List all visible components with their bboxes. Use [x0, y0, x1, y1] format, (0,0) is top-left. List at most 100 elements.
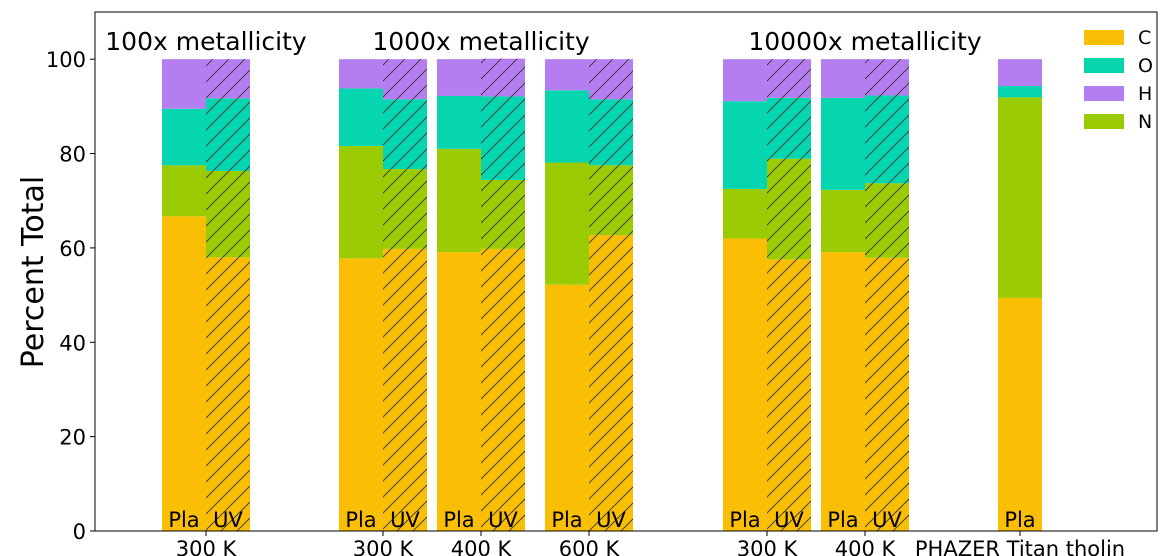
bar-segment-h: [723, 59, 767, 102]
bar-label: UV: [596, 508, 626, 532]
bar-hatch-h: [206, 59, 250, 99]
bar-hatch-c: [767, 259, 811, 531]
bar-label: Pla: [551, 508, 582, 532]
bar-hatch-n: [383, 169, 427, 249]
bar-hatch-h: [589, 59, 633, 100]
y-axis: 300 K 300 K 400 K 600 K 300 K 400 K PHAZER Tit…: [46, 48, 1125, 556]
bar-segment-c: [998, 297, 1042, 531]
legend-swatch-n: [1084, 114, 1124, 129]
bars-layer: [162, 58, 1042, 532]
bar-segment-o: [437, 95, 481, 149]
bar-label: UV: [213, 508, 243, 532]
legend-swatch-o: [1084, 58, 1124, 73]
bar-segment-c: [339, 258, 383, 531]
bar-segment-n: [437, 148, 481, 253]
bar-segment-c: [723, 238, 767, 532]
bar-hatch-h: [383, 59, 427, 100]
bar-segment-c: [821, 252, 865, 531]
bar-6-pla: [998, 59, 1042, 531]
bar-segment-o: [162, 108, 206, 166]
bar-hatch-c: [481, 248, 525, 531]
bar-0-uv: [206, 59, 250, 531]
bar-1-pla: [339, 59, 383, 531]
y-axis-label: Percent Total: [16, 176, 51, 368]
bar-hatch-n: [767, 158, 811, 260]
bar-3-uv: [589, 59, 633, 532]
bar-label: Pla: [1004, 508, 1035, 532]
x-tick-label: PHAZER Titan tholin: [915, 537, 1125, 556]
legend-label-c: C: [1138, 27, 1151, 49]
bar-4-uv: [767, 59, 811, 531]
bar-hatch-h: [481, 58, 525, 97]
bar-segment-c: [162, 216, 206, 531]
y-tick-label: 60: [59, 237, 86, 261]
bar-segment-h: [545, 59, 589, 91]
bar-hatch-n: [589, 165, 633, 236]
x-tick-label: 400 K: [451, 537, 513, 556]
x-tick-label: 400 K: [835, 537, 897, 556]
bar-hatch-o: [383, 99, 427, 170]
bar-segment-o: [821, 97, 865, 190]
bar-5-pla: [821, 59, 865, 531]
bar-segment-h: [162, 59, 206, 109]
labels-layer: Pla UV Pla UV Pla UV Pla UV Pla UV Pla UV Pla 100x me…: [105, 27, 1035, 532]
legend-label-o: O: [1138, 55, 1153, 77]
legend-swatch-h: [1084, 86, 1124, 101]
bar-hatch-c: [206, 257, 250, 531]
bar-label: UV: [488, 508, 518, 532]
bar-hatch-n: [206, 171, 250, 258]
bar-label: UV: [774, 508, 804, 532]
x-tick-label: 600 K: [559, 537, 621, 556]
bar-segment-n: [162, 165, 206, 217]
bar-label: UV: [872, 508, 902, 532]
bar-0-pla: [162, 59, 206, 531]
y-tick-label: 20: [59, 426, 86, 450]
group-title: 1000x metallicity: [372, 27, 590, 56]
legend-swatch-c: [1084, 30, 1124, 45]
bar-hatch-n: [865, 183, 909, 258]
y-tick-label: 100: [46, 48, 86, 72]
x-tick-label: 300 K: [176, 537, 238, 556]
bar-segment-o: [723, 101, 767, 189]
y-tick-label: 80: [59, 143, 86, 167]
bar-label: Pla: [827, 508, 858, 532]
bar-segment-o: [545, 90, 589, 163]
bar-segment-n: [339, 145, 383, 259]
x-tick-label: 300 K: [353, 537, 415, 556]
bar-segment-o: [339, 88, 383, 146]
group-title: 10000x metallicity: [748, 27, 981, 56]
bar-hatch-c: [589, 235, 633, 532]
bar-segment-c: [437, 252, 481, 531]
y-tick-label: 0: [73, 520, 86, 544]
bar-2-pla: [437, 59, 481, 531]
bar-label: Pla: [443, 508, 474, 532]
bar-hatch-o: [767, 97, 811, 159]
group-title: 100x metallicity: [105, 27, 307, 56]
bar-label: UV: [390, 508, 420, 532]
bar-hatch-o: [206, 98, 250, 172]
bar-hatch-o: [481, 96, 525, 180]
bar-hatch-c: [383, 248, 427, 531]
bar-hatch-o: [589, 99, 633, 166]
bar-hatch-h: [767, 59, 811, 98]
bar-segment-h: [821, 59, 865, 98]
legend-label-n: N: [1138, 111, 1152, 133]
x-tick-label: 300 K: [737, 537, 799, 556]
bar-segment-n: [821, 189, 865, 253]
bar-segment-h: [339, 59, 383, 89]
bar-hatch-h: [865, 59, 909, 96]
bar-segment-h: [437, 59, 481, 96]
bar-2-uv: [481, 58, 525, 531]
bar-segment-n: [723, 188, 767, 239]
bar-segment-n: [998, 97, 1042, 298]
plot-area-frame: [94, 11, 1158, 532]
bar-hatch-c: [865, 257, 909, 531]
bar-label: Pla: [345, 508, 376, 532]
bar-hatch-o: [865, 95, 909, 184]
y-tick-label: 40: [59, 331, 86, 355]
bar-hatch-n: [481, 179, 525, 249]
bar-3-pla: [545, 59, 589, 531]
bar-5-uv: [865, 59, 909, 531]
bar-segment-c: [545, 284, 589, 531]
